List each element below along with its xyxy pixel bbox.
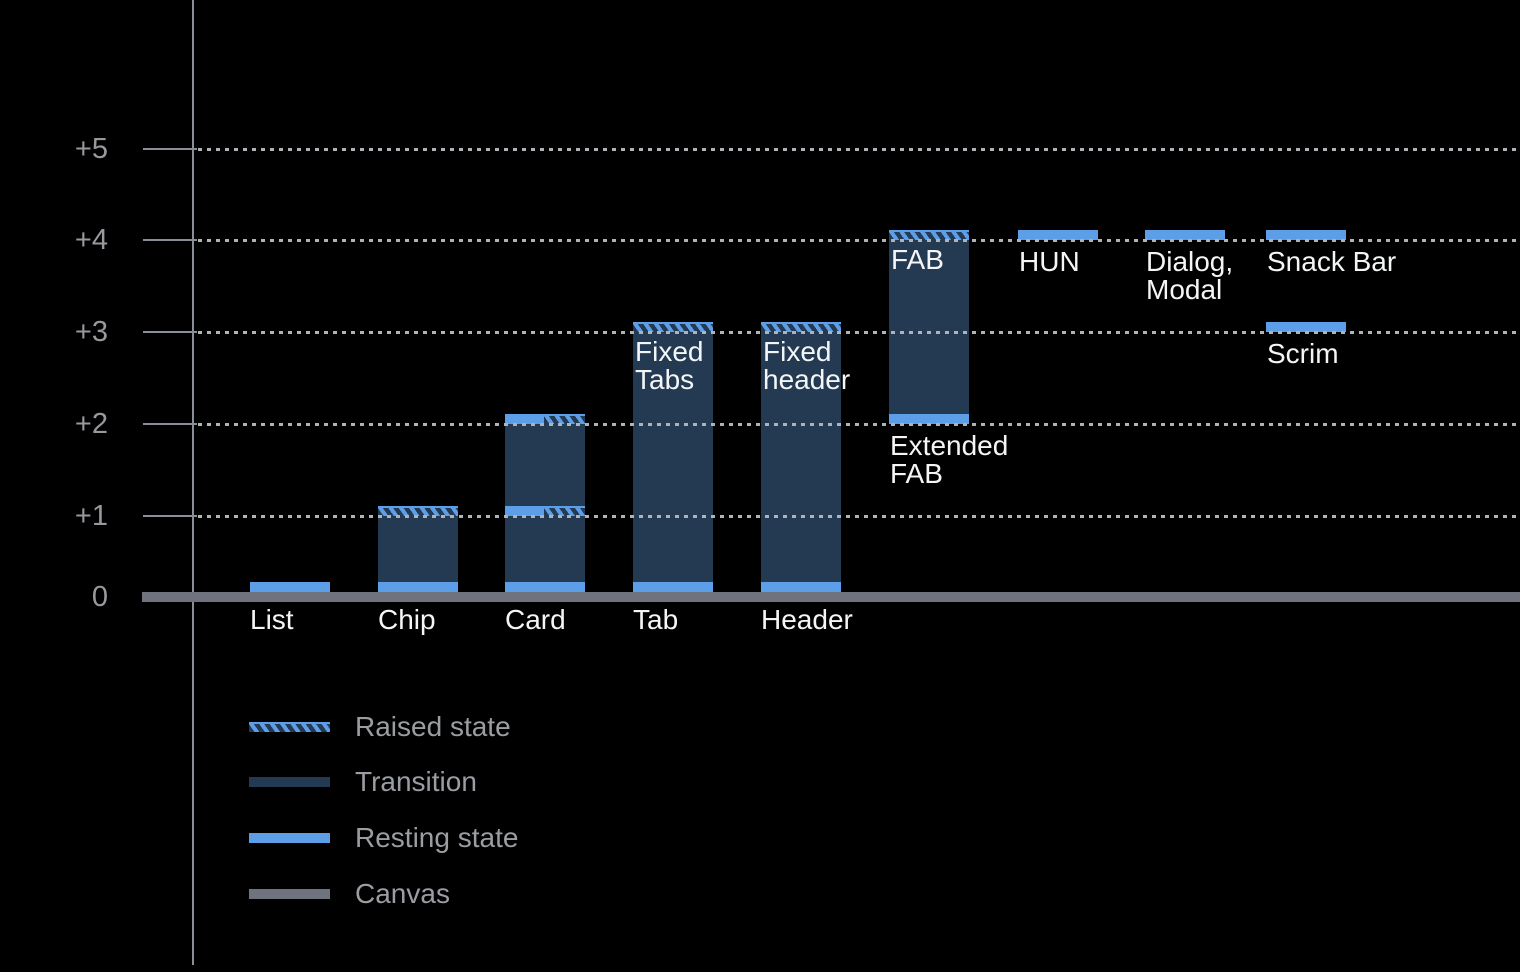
x-label-chip: Chip xyxy=(378,604,436,635)
segment-transition-chip xyxy=(378,516,458,582)
y-tick-label-4: +4 xyxy=(74,224,108,256)
bar-scrim xyxy=(1266,0,1346,972)
gridline-3 xyxy=(198,331,1520,334)
bar-dialog-modal xyxy=(1145,0,1225,972)
y-tick-label-3: +3 xyxy=(74,316,108,348)
below-label-snack-bar: Snack Bar xyxy=(1267,246,1397,277)
bar-snack-bar xyxy=(1266,0,1346,972)
legend-swatch-resting-icon xyxy=(249,833,330,843)
legend-label-canvas: Canvas xyxy=(355,878,450,909)
segment-resting-chip xyxy=(378,582,458,592)
x-label-header: Header xyxy=(761,604,853,635)
y-tick-1 xyxy=(143,515,197,517)
segment-transition-card xyxy=(505,424,585,506)
x-label-card: Card xyxy=(505,604,566,635)
y-tick-4 xyxy=(143,239,197,241)
legend-label-raised-state: Raised state xyxy=(355,711,511,742)
segment-resting-card xyxy=(505,582,585,592)
legend-item-raised-state: Raised state xyxy=(249,713,809,741)
legend-label-transition: Transition xyxy=(355,766,477,797)
gridline-4 xyxy=(198,239,1520,242)
y-tick-3 xyxy=(143,331,197,333)
x-label-tab: Tab xyxy=(633,604,679,635)
segment-resting-tab xyxy=(633,582,713,592)
gridline-2 xyxy=(198,423,1520,426)
legend-item-transition: Transition xyxy=(249,768,809,796)
legend-item-canvas: Canvas xyxy=(249,880,809,908)
legend-swatch-raised-icon xyxy=(249,722,330,732)
below-label-dialog-modal: Dialog, Modal xyxy=(1146,246,1234,305)
gridline-5 xyxy=(198,148,1520,151)
inside-label-tab: Fixed Tabs xyxy=(635,336,704,395)
legend-swatch-canvas-icon xyxy=(249,889,330,899)
y-tick-label-0: 0 xyxy=(91,581,108,613)
y-tick-2 xyxy=(143,423,197,425)
inside-label-fab: FAB xyxy=(891,244,944,275)
legend-label-resting-state: Resting state xyxy=(355,822,519,853)
y-tick-label-1: +1 xyxy=(74,500,108,532)
gridline-1 xyxy=(198,515,1520,518)
x-label-list: List xyxy=(250,604,294,635)
segment-resting-header xyxy=(761,582,841,592)
below-label-hun: HUN xyxy=(1019,246,1080,277)
canvas-line xyxy=(142,592,1520,602)
inside-label-header: Fixed header xyxy=(763,336,851,395)
below-label-scrim: Scrim xyxy=(1267,338,1339,369)
segment-transition-card xyxy=(505,516,585,582)
y-tick-label-5: +5 xyxy=(74,133,108,165)
segment-resting-list xyxy=(250,582,330,592)
below-label-fab: Extended FAB xyxy=(890,430,1009,489)
y-tick-5 xyxy=(143,148,197,150)
legend-swatch-transition-icon xyxy=(249,777,330,787)
y-tick-label-2: +2 xyxy=(74,408,108,440)
legend-item-resting-state: Resting state xyxy=(249,824,809,852)
y-axis-line xyxy=(192,0,194,965)
